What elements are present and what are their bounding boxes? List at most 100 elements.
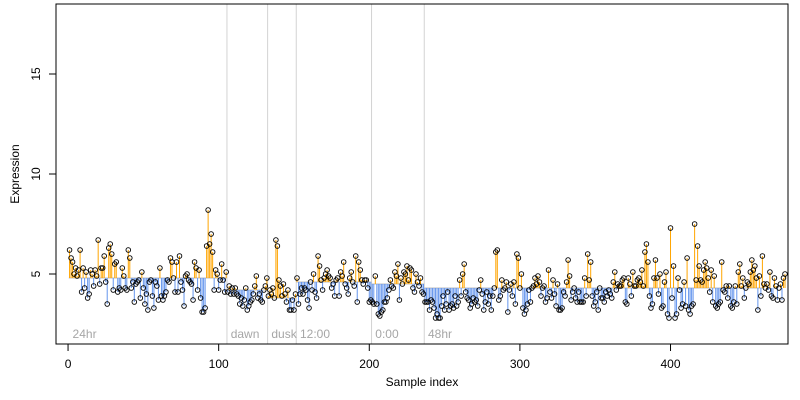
data-point [312, 289, 318, 295]
data-point [384, 295, 391, 301]
data-point [559, 305, 565, 311]
data-point [157, 265, 163, 271]
data-point [639, 267, 645, 273]
data-point [78, 289, 85, 295]
data-point [657, 271, 663, 277]
data-point [280, 281, 287, 287]
data-point [170, 275, 177, 281]
data-point [128, 285, 135, 291]
data-point [490, 293, 496, 299]
data-point [734, 301, 740, 307]
data-point [259, 299, 266, 305]
data-point [310, 271, 317, 277]
data-point [491, 285, 498, 291]
data-point [297, 291, 303, 297]
data-point [770, 295, 776, 301]
data-point [136, 277, 142, 283]
data-point [268, 291, 275, 297]
data-point [285, 287, 291, 293]
deviation-stems [69, 210, 786, 318]
data-point [294, 275, 300, 281]
data-point [723, 283, 729, 289]
data-point [303, 287, 309, 293]
data-point [142, 301, 148, 307]
data-point [476, 287, 482, 293]
data-point [390, 285, 397, 291]
data-point [298, 285, 305, 291]
data-point [399, 281, 406, 287]
data-point [346, 275, 353, 281]
data-point [536, 279, 543, 285]
data-point [738, 283, 745, 289]
data-point [586, 277, 592, 283]
data-point [737, 261, 743, 267]
data-point [646, 293, 653, 299]
data-point [601, 299, 607, 305]
data-point [253, 273, 260, 279]
data-point [499, 277, 505, 283]
data-point [289, 297, 296, 303]
data-point [663, 269, 669, 275]
data-point [220, 277, 226, 283]
data-point [580, 299, 586, 305]
data-point [95, 237, 101, 243]
data-point [184, 271, 190, 277]
data-point [488, 307, 495, 313]
data-point [652, 257, 659, 263]
data-point [708, 267, 714, 273]
data-point [93, 273, 100, 279]
data-point [151, 305, 157, 311]
data-point [596, 285, 603, 291]
data-point [440, 293, 446, 299]
data-point [506, 287, 513, 293]
data-point [107, 241, 113, 247]
x-axis-label: Sample index [386, 375, 459, 389]
data-point [461, 261, 467, 267]
data-point [690, 301, 696, 307]
data-point [295, 301, 302, 307]
data-point [395, 261, 401, 267]
data-point [416, 283, 422, 289]
data-point [206, 241, 213, 247]
data-point [396, 297, 403, 303]
data-point [319, 287, 326, 293]
data-point [307, 279, 314, 285]
data-point [74, 273, 80, 279]
data-point [365, 285, 371, 291]
data-point [218, 261, 225, 267]
data-point [249, 297, 255, 303]
data-point [758, 293, 764, 299]
data-point [661, 279, 668, 285]
data-point [545, 267, 552, 273]
data-point [217, 277, 223, 283]
data-point [589, 293, 595, 299]
data-point [654, 275, 660, 281]
data-point [458, 293, 464, 299]
data-point [485, 301, 492, 307]
data-point [755, 307, 761, 313]
data-point [154, 283, 160, 289]
data-point [176, 253, 183, 259]
data-point [612, 269, 618, 275]
data-point [675, 275, 681, 281]
data-point [660, 303, 666, 309]
data-point [452, 293, 458, 299]
data-point [230, 291, 237, 297]
data-point [609, 295, 615, 301]
data-point [571, 285, 577, 291]
data-point [610, 279, 617, 285]
data-point [304, 297, 311, 303]
data-point [721, 289, 728, 295]
data-point [535, 273, 541, 279]
data-point [190, 297, 196, 303]
data-point [354, 299, 360, 305]
data-point [250, 291, 257, 297]
data-point [691, 221, 698, 227]
data-point [502, 285, 508, 291]
data-point [330, 281, 336, 287]
data-point [438, 303, 445, 309]
data-point [553, 303, 559, 309]
data-point [511, 279, 517, 285]
data-point [477, 277, 484, 283]
